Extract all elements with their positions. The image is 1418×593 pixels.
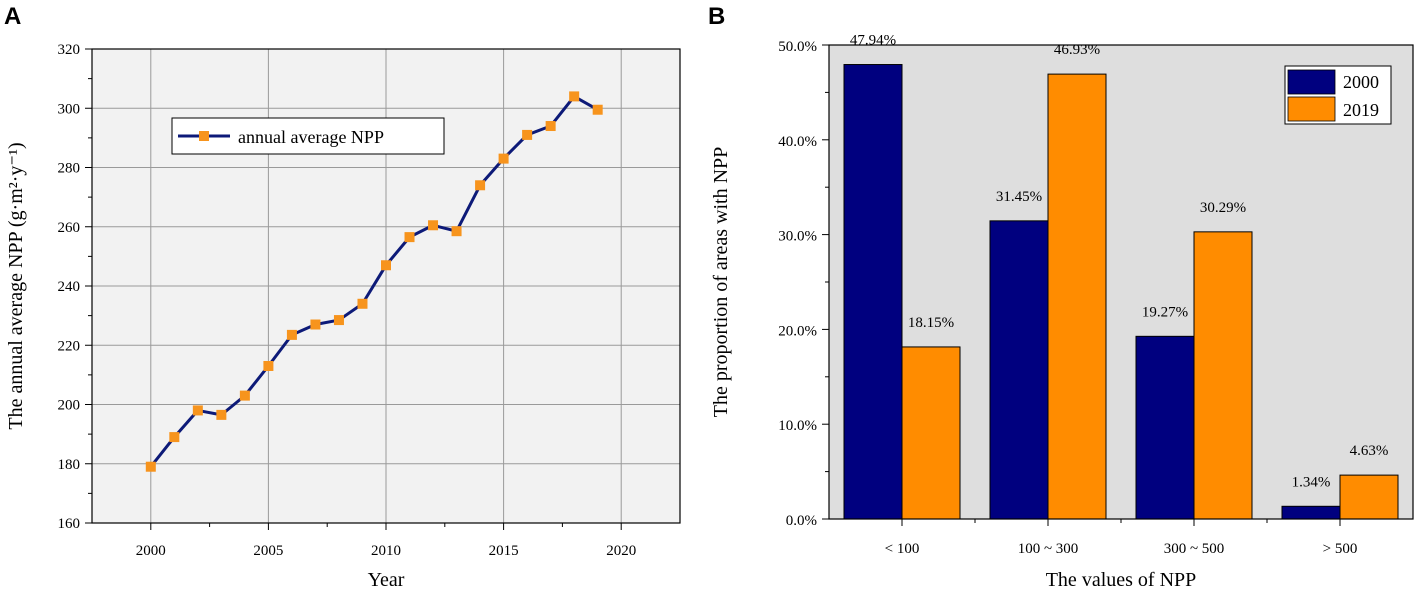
data-point-marker <box>428 220 439 231</box>
data-point-marker <box>169 432 180 443</box>
data-point-marker <box>545 121 556 132</box>
y-tick-label: 40.0% <box>778 134 817 150</box>
bar-value-label: 1.34% <box>1292 474 1331 490</box>
x-tick-label: 2010 <box>371 543 401 559</box>
y-tick-label: 200 <box>58 398 81 414</box>
y-tick-label: 300 <box>58 101 81 117</box>
panel-a-series <box>145 91 603 472</box>
data-point-marker <box>310 319 321 330</box>
x-tick-label: > 500 <box>1323 541 1358 557</box>
bar-2019 <box>1339 474 1399 520</box>
y-tick-label: 280 <box>58 161 81 177</box>
panel-b-y-axis-title: The proportion of areas with NPP <box>710 147 732 418</box>
panel-b-legend-label-2019: 2019 <box>1343 100 1379 120</box>
data-point-marker <box>522 129 533 140</box>
data-point-marker <box>404 232 415 243</box>
panel-b-legend-swatch-2000 <box>1287 69 1336 95</box>
data-point-marker <box>357 298 368 309</box>
bar-2000 <box>843 64 903 520</box>
x-tick-label: 300 ~ 500 <box>1164 541 1225 557</box>
panel-b-legend-swatch-2019 <box>1287 96 1336 122</box>
data-point-marker <box>263 360 274 371</box>
bar-2019 <box>1047 73 1107 520</box>
panel-a-letter: A <box>4 3 21 30</box>
panel-b-bars: 47.94% 18.15% 31.45% 46.93% 19.27% 30.29% 1.34… <box>843 33 1399 520</box>
data-point-marker <box>239 390 250 401</box>
panel-b-legend-label-2000: 2000 <box>1343 72 1379 92</box>
panel-a-legend-marker <box>199 131 209 141</box>
x-tick-label: 2020 <box>606 543 636 559</box>
panel-a-frame <box>91 48 681 524</box>
data-point-marker <box>475 180 486 191</box>
data-point-marker <box>451 226 462 237</box>
data-point-marker <box>286 329 297 340</box>
y-tick-label: 240 <box>58 279 81 295</box>
panel-a-y-axis-title: The annual average NPP (g·m²·y⁻¹) <box>5 142 27 429</box>
y-tick-label: 320 <box>58 42 81 58</box>
panel-b-legend: 2000 2019 <box>1284 65 1392 125</box>
y-tick-label: 220 <box>58 338 81 354</box>
data-point-marker <box>592 104 603 115</box>
y-tick-label: 20.0% <box>778 323 817 339</box>
bar-value-label: 46.93% <box>1054 42 1100 58</box>
data-point-marker <box>498 153 509 164</box>
data-point-marker <box>216 409 227 420</box>
y-tick-label: 0.0% <box>786 513 817 529</box>
x-tick-label: 2000 <box>136 543 166 559</box>
data-point-marker <box>333 315 344 326</box>
y-tick-label: 160 <box>58 516 81 532</box>
y-tick-label: 10.0% <box>778 418 817 434</box>
bar-value-label: 19.27% <box>1142 304 1188 320</box>
bar-2000 <box>989 220 1049 520</box>
panel-b-x-axis-title: The values of NPP <box>1046 569 1197 591</box>
panel-b-frame <box>828 44 1414 520</box>
x-tick-label: 2015 <box>489 543 519 559</box>
bar-value-label: 47.94% <box>850 33 896 49</box>
x-tick-label: 100 ~ 300 <box>1018 541 1079 557</box>
panel-b-ticks: 0.0% 10.0% 20.0% 30.0% 40.0% 50.0% < 100 100 ~ … <box>778 39 1357 557</box>
bar-value-label: 4.63% <box>1350 443 1389 459</box>
panel-a-ticks: 2000 2005 2010 2015 2020 160 180 200 220 240 260 28… <box>58 42 637 559</box>
bar-2019 <box>1193 231 1253 520</box>
bar-2019 <box>901 346 961 520</box>
data-point-marker <box>569 91 580 102</box>
panel-a-legend: annual average NPP <box>171 117 445 155</box>
panel-b-bar-chart: B 47.94% 18.15% 31.45% 46.93% 19.27% 30.29% 1.… <box>708 3 1414 591</box>
panel-a-x-axis-title: Year <box>368 569 405 591</box>
y-tick-label: 260 <box>58 220 81 236</box>
x-tick-label: 2005 <box>253 543 283 559</box>
bar-2000 <box>1281 505 1341 520</box>
panel-a-legend-label: annual average NPP <box>238 127 384 147</box>
data-point-marker <box>145 461 156 472</box>
data-point-marker <box>192 405 203 416</box>
panel-b-letter: B <box>708 3 725 30</box>
bar-value-label: 31.45% <box>996 189 1042 205</box>
y-tick-label: 30.0% <box>778 229 817 245</box>
x-tick-label: < 100 <box>885 541 920 557</box>
data-point-marker <box>381 260 391 271</box>
bar-value-label: 30.29% <box>1200 200 1246 216</box>
bar-2000 <box>1135 335 1195 520</box>
panel-a-line-chart: A 2000 2005 2010 2015 2020 160 180 200 220 240 260… <box>4 3 681 591</box>
bar-value-label: 18.15% <box>908 315 954 331</box>
y-tick-label: 180 <box>58 457 81 473</box>
y-tick-label: 50.0% <box>778 39 817 55</box>
